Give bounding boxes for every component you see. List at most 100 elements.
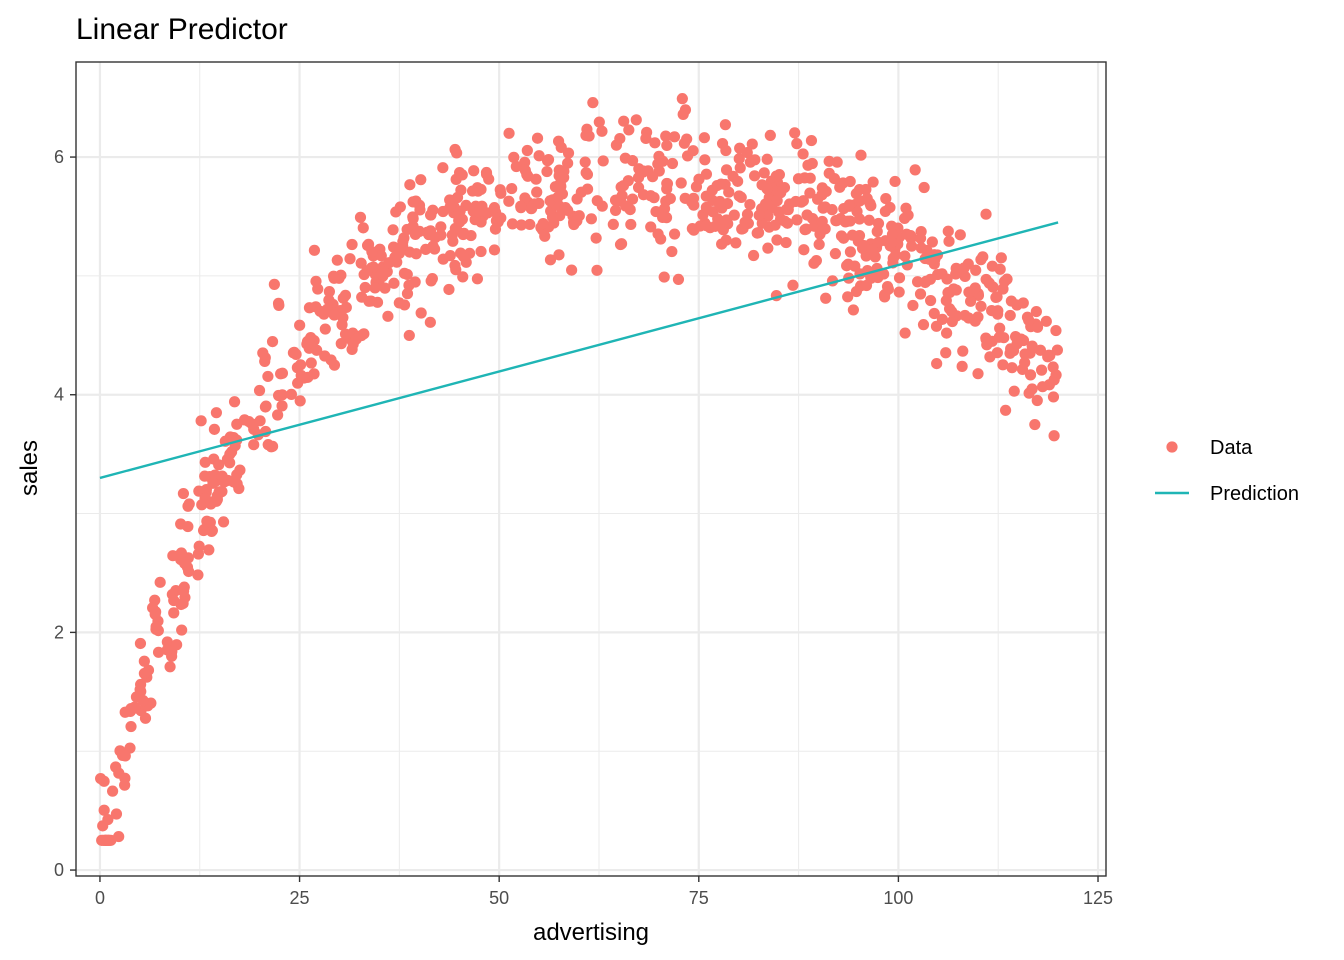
data-point (769, 219, 781, 231)
data-point (171, 639, 183, 651)
data-point (119, 750, 131, 762)
data-point (596, 125, 608, 137)
data-point (488, 244, 501, 256)
data-point (397, 235, 409, 248)
data-point (424, 316, 436, 328)
data-point (182, 520, 194, 533)
data-point (425, 209, 437, 221)
data-point (533, 150, 545, 162)
data-point (630, 114, 642, 126)
data-point (863, 214, 875, 226)
y-tick-label: 6 (54, 147, 64, 167)
data-point (799, 224, 811, 236)
y-axis-title: sales (16, 440, 43, 496)
data-point (963, 286, 976, 298)
data-point (991, 347, 1003, 359)
data-point (546, 211, 559, 223)
data-point (719, 178, 731, 191)
data-point (645, 190, 657, 202)
data-point (889, 175, 901, 188)
data-point (363, 295, 375, 307)
data-point (700, 220, 713, 232)
data-point (1036, 381, 1049, 393)
data-point (607, 218, 619, 231)
data-point (884, 201, 896, 214)
data-point (388, 277, 400, 289)
data-point (699, 154, 711, 166)
data-point (942, 225, 954, 237)
x-tick-label: 50 (489, 888, 509, 908)
data-point (730, 237, 742, 249)
data-point (361, 265, 373, 277)
data-point (640, 132, 652, 145)
data-point (472, 205, 484, 218)
data-point (893, 286, 905, 298)
y-axis-ticks: 0 2 4 6 (54, 147, 76, 880)
data-point (981, 339, 993, 351)
data-point (936, 313, 949, 325)
data-point (544, 254, 557, 266)
data-point (749, 170, 761, 182)
data-point (593, 116, 605, 128)
data-point (403, 279, 415, 291)
data-point (276, 400, 288, 412)
data-point (369, 282, 381, 294)
data-point (531, 132, 544, 144)
data-point (830, 215, 842, 227)
data-point (508, 151, 520, 163)
data-point (645, 221, 657, 233)
data-point (176, 624, 188, 636)
data-point (810, 255, 822, 267)
data-point (248, 439, 260, 451)
data-point (936, 268, 948, 280)
data-point (161, 644, 173, 656)
data-point (615, 238, 628, 250)
data-point (1051, 344, 1063, 356)
data-point (690, 181, 703, 193)
data-point (311, 344, 323, 356)
data-point (829, 248, 842, 260)
data-point (688, 224, 700, 236)
data-point (407, 196, 419, 208)
data-point (447, 235, 459, 247)
data-point (719, 119, 732, 131)
data-point (398, 267, 411, 279)
data-point (483, 173, 495, 185)
data-point (956, 360, 968, 372)
data-point (980, 208, 992, 220)
data-point (1036, 364, 1048, 376)
data-point (1019, 348, 1031, 360)
data-point (649, 137, 661, 149)
data-point (625, 218, 637, 231)
data-point (205, 498, 217, 510)
data-point (177, 585, 190, 597)
data-point (335, 338, 347, 350)
data-point (231, 469, 243, 481)
data-point (882, 283, 894, 295)
legend-label-prediction: Prediction (1210, 483, 1299, 505)
data-point (741, 146, 753, 159)
data-point (975, 300, 987, 312)
data-point (521, 169, 533, 181)
data-point (510, 160, 522, 173)
data-point (679, 192, 691, 204)
data-point (102, 813, 114, 826)
data-point (761, 183, 773, 195)
data-point (820, 292, 832, 304)
legend-label-data: Data (1210, 437, 1253, 459)
data-point (744, 156, 756, 168)
data-point (154, 576, 166, 588)
data-point (457, 250, 469, 262)
data-point (98, 804, 110, 816)
data-point (355, 257, 367, 269)
data-point (553, 170, 565, 182)
data-point (931, 358, 943, 370)
data-point (787, 279, 799, 291)
data-point (661, 139, 673, 152)
x-axis-ticks: 0 25 50 75 100 125 (95, 876, 1113, 908)
data-point (183, 565, 195, 578)
data-point (383, 257, 395, 269)
x-tick-label: 0 (95, 888, 105, 908)
data-point (660, 130, 672, 142)
data-point (591, 264, 603, 276)
